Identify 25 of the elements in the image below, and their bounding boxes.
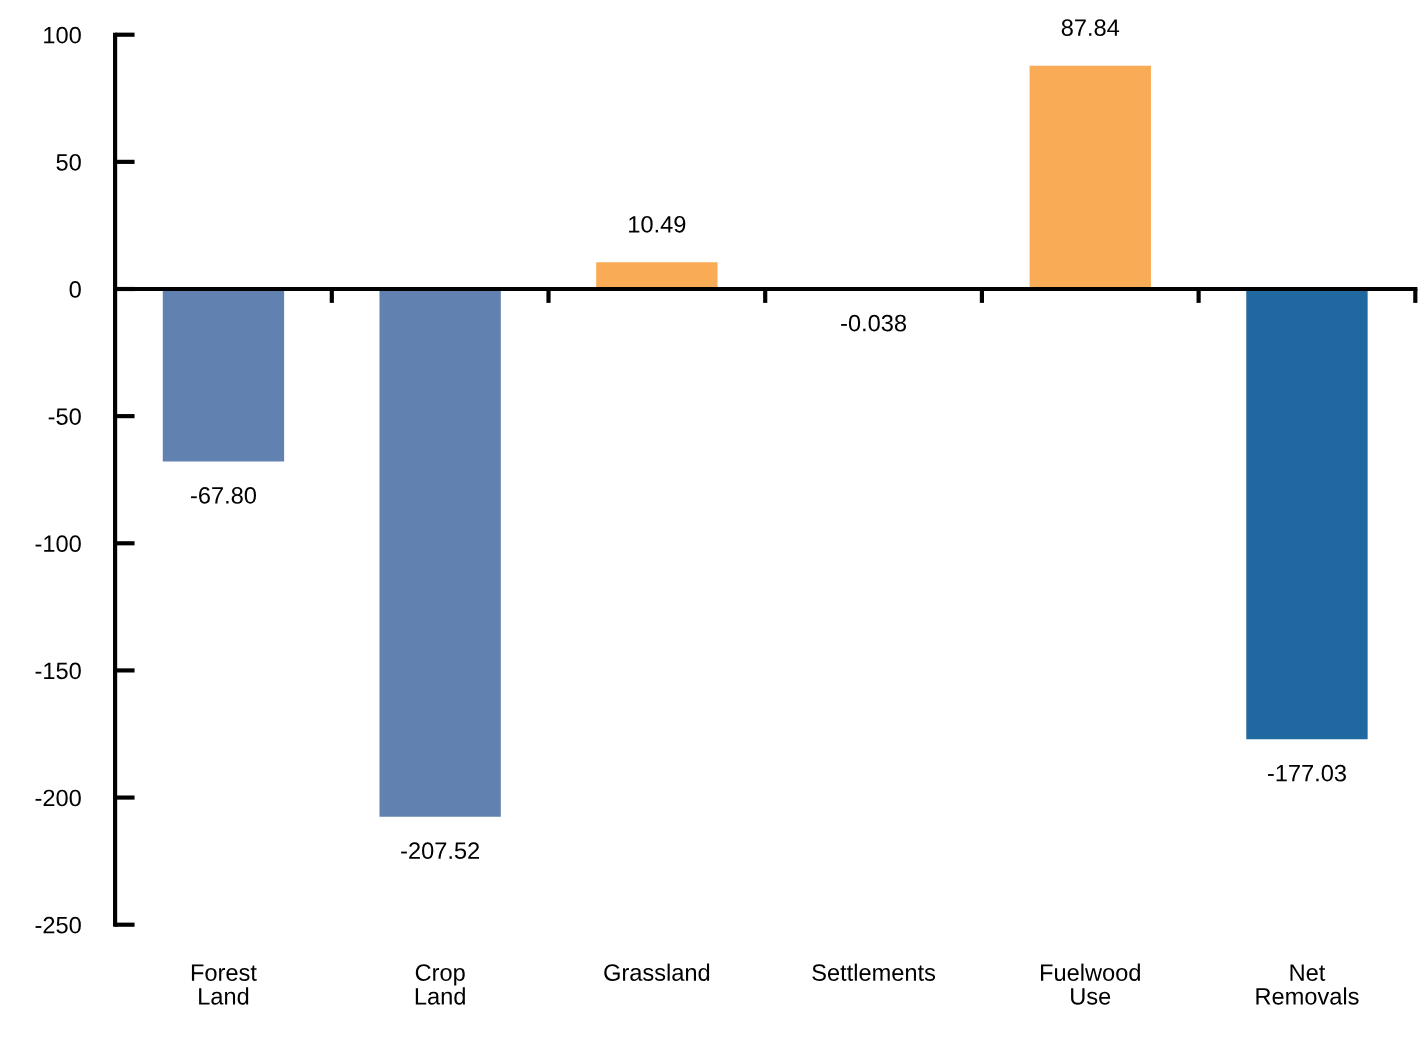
data-label: 87.84 (1061, 19, 1120, 36)
x-tick-label: Crop Land (415, 964, 465, 1005)
y-tick-label: 0 (69, 281, 81, 298)
data-label: -67.80 (191, 487, 257, 504)
x-tick-label: Settlements (812, 963, 936, 981)
x-tick-label: Forest Land (191, 964, 257, 1005)
data-label: -207.52 (401, 842, 480, 860)
bar (379, 289, 501, 817)
y-tick-label: -200 (35, 789, 81, 807)
y-tick-label: -50 (48, 408, 81, 425)
y-tick-label: 50 (56, 153, 81, 171)
y-tick-label: -250 (35, 916, 81, 934)
bar (1246, 289, 1368, 740)
y-tick-label: -150 (35, 662, 81, 680)
x-tick-label: Grassland (604, 963, 710, 981)
data-label: -0.038 (841, 314, 907, 332)
bar (1029, 65, 1151, 289)
x-tick-label: Net Removals (1256, 964, 1359, 1005)
y-tick-label: -100 (35, 535, 81, 553)
x-tick-label: Fuelwood Use (1041, 963, 1140, 1005)
data-label: 10.49 (629, 215, 686, 233)
bar (162, 289, 285, 462)
bar (596, 262, 718, 289)
y-tick-label: 100 (44, 26, 81, 44)
data-label: -177.03 (1267, 764, 1346, 782)
